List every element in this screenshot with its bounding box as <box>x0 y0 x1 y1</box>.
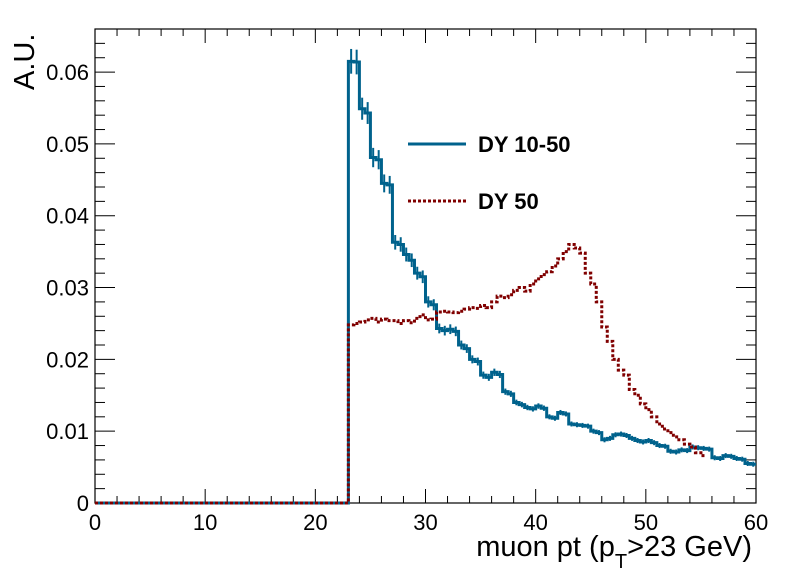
y-tick-label: 0.05 <box>46 132 89 157</box>
x-tick-label: 60 <box>744 510 768 535</box>
x-tick-label: 50 <box>634 510 658 535</box>
legend: DY 10-50 DY 50 <box>408 132 571 214</box>
x-tick-label: 10 <box>193 510 217 535</box>
x-tick-label: 20 <box>303 510 327 535</box>
y-tick-label: 0.06 <box>46 60 89 85</box>
y-tick-label: 0 <box>77 491 89 516</box>
x-axis-title: muon pt (pT>23 GeV) <box>476 531 752 572</box>
legend-label-dy-10-50: DY 10-50 <box>478 132 571 157</box>
y-tick-label: 0.01 <box>46 419 89 444</box>
x-tick-label: 40 <box>523 510 547 535</box>
series-line-dy-50 <box>95 242 707 505</box>
tick-labels: 0 10 20 30 40 50 60 0 0.01 0.02 0.03 0.04 0.05 0.06 <box>46 60 768 535</box>
x-axis-title-subscript: T <box>615 551 627 572</box>
series-layer <box>95 48 756 505</box>
y-tick-label: 0.03 <box>46 276 89 301</box>
x-tick-label: 30 <box>413 510 437 535</box>
x-axis-title-main: muon pt (p <box>476 531 615 563</box>
x-axis-title-tail: >23 GeV) <box>627 531 752 563</box>
y-tick-label: 0.04 <box>46 204 89 229</box>
y-axis-title: A.U. <box>9 34 41 90</box>
legend-label-dy-50: DY 50 <box>478 189 539 214</box>
x-tick-label: 0 <box>89 510 101 535</box>
y-tick-label: 0.02 <box>46 347 89 372</box>
axis-ticks <box>94 28 757 504</box>
